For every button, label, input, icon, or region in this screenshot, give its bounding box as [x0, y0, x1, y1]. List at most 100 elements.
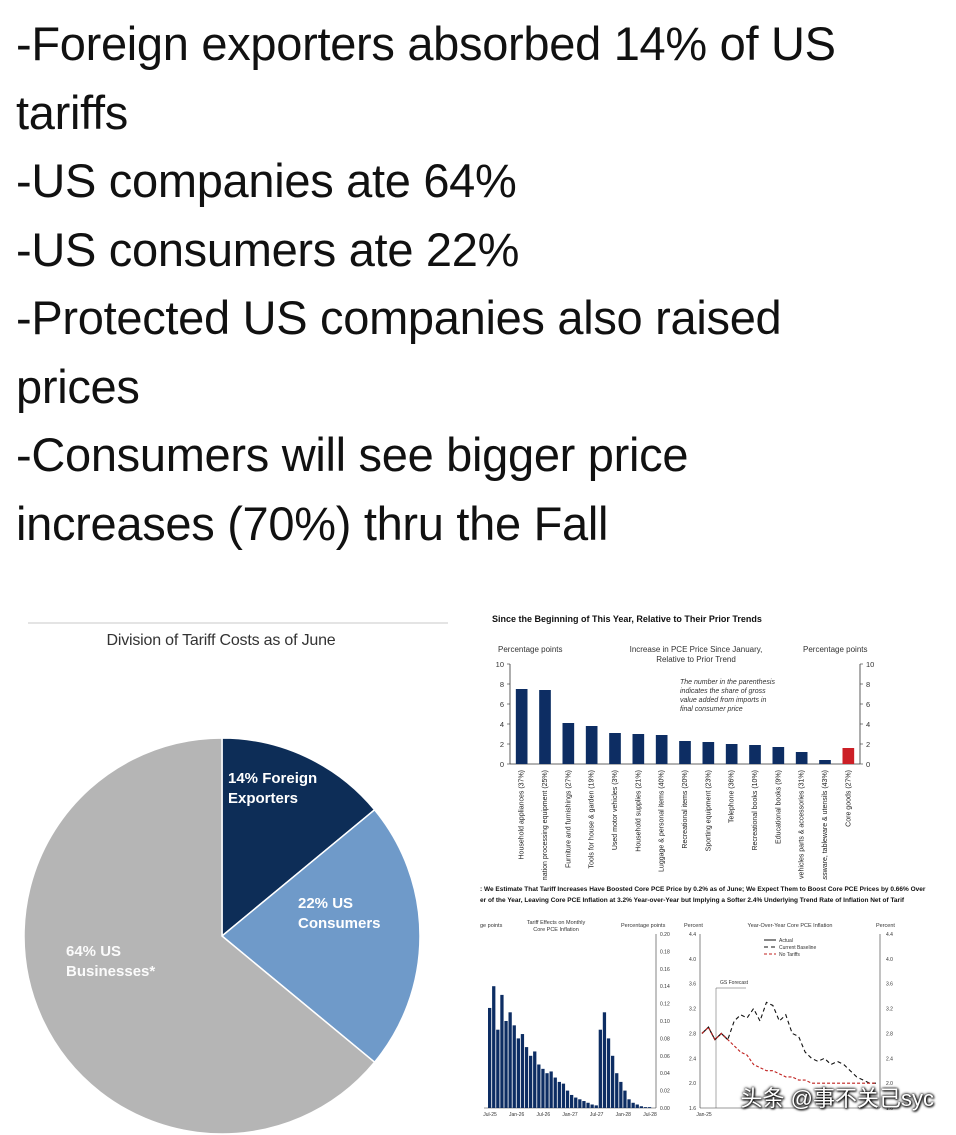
y-tick-label-right: 3.6: [886, 982, 893, 988]
y-tick-label-right: 2.8: [886, 1031, 893, 1037]
pie-chart: 14% Foreign Exporters 22% US Consumers 64% U…: [23, 737, 421, 1135]
y-tick-label-right: 0.12: [660, 1002, 670, 1008]
x-category-label: Household appliances (37%): [519, 770, 526, 860]
pie-slice-label: Consumers: [298, 915, 381, 932]
headline: -Foreign exporters absorbed 14% of US ta…: [16, 10, 946, 558]
y-axis-label-left: ge points: [480, 923, 503, 929]
bar: [582, 1101, 586, 1108]
bar: [488, 1007, 492, 1108]
bar-chart-note: The number in the parenthesis: [680, 679, 775, 686]
bar: [515, 689, 528, 764]
headline-line: -US companies ate 64%: [16, 154, 517, 207]
headline-line: prices: [16, 359, 140, 413]
lower-chart-title: : We Estimate That Tariff Increases Have…: [480, 886, 926, 893]
bar: [627, 1099, 631, 1108]
pie-slice-label: 14% Foreign: [228, 770, 317, 787]
bar: [632, 734, 645, 764]
pce-bar-chart-panel: Since the Beginning of This Year, Relati…: [484, 608, 956, 899]
pie-slice: [23, 737, 376, 1135]
lower-chart-title: er of the Year, Leaving Core PCE Inflati…: [480, 897, 905, 904]
y-tick-label-right: 0.16: [660, 967, 670, 973]
y-tick-label-right: 0: [866, 760, 870, 769]
headline-line: -Foreign exporters absorbed 14% of US: [16, 17, 836, 70]
bar: [500, 994, 504, 1108]
x-tick-label: Jul-26: [537, 1112, 551, 1118]
bar: [529, 1055, 533, 1108]
y-tick-label-left: 2.0: [689, 1081, 696, 1087]
y-tick-label-right: 2: [866, 740, 870, 749]
x-tick-label: Jan-26: [509, 1112, 525, 1118]
bar: [539, 690, 551, 764]
y-tick-label-right: 2.0: [886, 1081, 893, 1087]
bar: [606, 1038, 611, 1108]
y-tick-label-right: 1.6: [886, 1106, 893, 1112]
bar-chart-note: value added from imports in: [680, 697, 766, 704]
bar: [561, 1083, 566, 1108]
bar: [594, 1105, 598, 1108]
bar: [585, 726, 598, 764]
headline-line: -US consumers ate 22%: [16, 222, 520, 276]
bar: [562, 723, 575, 764]
bar: [533, 1051, 537, 1108]
pie-slice-label: 64% US: [66, 943, 121, 960]
y-tick-label-left: 3.2: [689, 1007, 696, 1013]
legend-label: Actual: [779, 938, 793, 944]
bar: [492, 986, 496, 1108]
bar: [639, 1106, 643, 1108]
bar: [611, 1055, 615, 1108]
y-tick-label-right: 0.18: [660, 949, 670, 955]
x-category-label: Motor vehicles parts & accessories (31%): [799, 770, 806, 884]
y-axis-label-right: Percentage points: [803, 645, 868, 654]
y-tick-label-left: 10: [496, 660, 504, 669]
bar: [516, 1038, 520, 1108]
bar: [615, 1073, 619, 1108]
y-tick-label-right: 2.4: [886, 1056, 893, 1062]
bar: [574, 1097, 578, 1108]
y-tick-label-right: 4: [866, 720, 870, 729]
legend-label: Current Baseline: [779, 945, 816, 951]
inflation-chart-panel: : We Estimate That Tariff Increases Have…: [478, 880, 956, 1135]
bar: [557, 1081, 561, 1108]
bar-chart-note: final consumer price: [680, 706, 743, 713]
watermark: 头条 @事不关己syc: [740, 1086, 934, 1111]
x-category-label: Recreational items (20%): [682, 770, 689, 849]
y-axis-label-left: Percentage points: [498, 645, 563, 654]
pie-chart-panel: Division of Tariff Costs as of June 14% …: [0, 618, 462, 1135]
headline-line: -Protected US companies also raised: [16, 291, 782, 344]
y-tick-label-left: 8: [500, 680, 504, 689]
bar: [545, 1073, 549, 1108]
y-tick-label-right: 4.0: [886, 957, 893, 963]
y-tick-label-right: 4.4: [886, 932, 893, 938]
series-line: [701, 1026, 876, 1084]
bar-chart-subtitle: Relative to Prior Trend: [656, 655, 736, 664]
y-tick-label-left: 6: [500, 700, 504, 709]
y-tick-label-right: 0.14: [660, 984, 670, 990]
line-chart-title: Year-Over-Year Core PCE Inflation: [748, 923, 833, 929]
y-tick-label-right: 0.00: [660, 1106, 670, 1112]
x-tick-label: Jan-27: [562, 1112, 578, 1118]
legend-label: No Tariffs: [779, 952, 800, 958]
y-tick-label-right: 3.2: [886, 1007, 893, 1013]
y-tick-label-left: 2: [500, 740, 504, 749]
pie-slice: [220, 808, 421, 1064]
bar: [609, 733, 621, 764]
y-tick-label-right: 0.06: [660, 1054, 670, 1060]
y-tick-label-right: 6: [866, 700, 870, 709]
y-tick-label-left: 4: [500, 720, 504, 729]
y-axis-label-left: Percent: [684, 923, 703, 929]
bar: [749, 745, 761, 764]
bar: [655, 735, 668, 764]
bar-chart-subtitle: Increase in PCE Price Since January,: [630, 645, 763, 654]
bar: [508, 1012, 512, 1108]
y-tick-label-right: 10: [866, 660, 874, 669]
bar: [631, 1102, 635, 1108]
y-tick-label-left: 4.0: [689, 957, 696, 963]
bar: [602, 1012, 607, 1108]
bar: [570, 1094, 574, 1108]
y-tick-label-left: 0: [500, 760, 504, 769]
bar: [702, 742, 715, 764]
x-category-label: Glassware, tableware & utensils (43%): [822, 770, 829, 884]
bar: [619, 1081, 623, 1108]
x-category-label: Telephone (36%): [729, 770, 736, 823]
y-axis-label-right: Percentage points: [621, 923, 666, 929]
